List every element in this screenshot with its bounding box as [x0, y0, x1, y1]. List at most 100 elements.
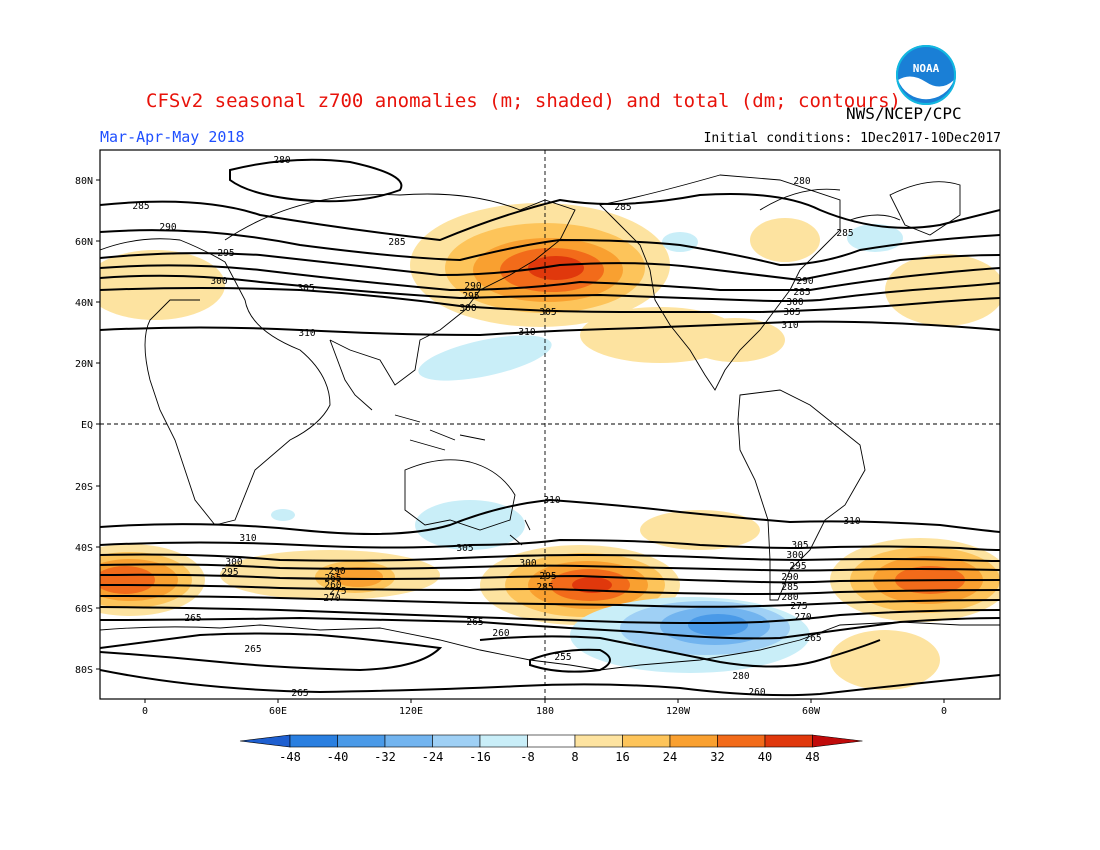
contour-label: 280	[781, 592, 798, 603]
colorbar-swatch	[479, 734, 528, 748]
contour-label: 305	[297, 283, 314, 294]
contour-label: 270	[323, 593, 340, 604]
lat-tick-label: 60S	[75, 604, 93, 615]
contour-label: 300	[519, 558, 536, 569]
colorbar-label: -8	[520, 750, 534, 764]
contour-label: 290	[159, 222, 176, 233]
colorbar-label: -32	[374, 750, 396, 764]
lat-tick-label: EQ	[81, 420, 93, 431]
noaa-logo: NOAA	[896, 45, 956, 105]
contour-label: 260	[324, 580, 341, 591]
lat-axis: 80N 60N 40N 20N EQ 20S 40S 60S 80S	[75, 176, 93, 676]
contour-label: 310	[843, 516, 860, 527]
initial-conditions-label: Initial conditions: 1Dec2017-10Dec2017	[703, 131, 1001, 146]
colorbar-label: -40	[327, 750, 349, 764]
colorbar-swatch	[622, 734, 671, 748]
lon-tick-label: 60E	[269, 706, 287, 717]
lat-tick-label: 20S	[75, 482, 93, 493]
colorbar-swatch	[764, 734, 813, 748]
colorbar-swatch	[527, 734, 576, 748]
colorbar-label: -48	[279, 750, 301, 764]
season-label: Mar-Apr-May 2018	[100, 128, 245, 146]
lat-tick-label: 80N	[75, 176, 93, 187]
colorbar-label: -24	[422, 750, 444, 764]
contour-label: 255	[554, 652, 571, 663]
contour-label: 280	[273, 155, 290, 166]
contour-label: 295	[789, 561, 806, 572]
contour-label: 260	[492, 628, 509, 639]
contour-label: 285	[836, 228, 853, 239]
colorbar-label: 16	[615, 750, 629, 764]
contour-label: 290	[781, 572, 798, 583]
colorbar-label: 48	[805, 750, 819, 764]
contour-label: 280	[793, 176, 810, 187]
contour-label: 265	[324, 573, 341, 584]
contour-label: 265	[244, 644, 261, 655]
lon-axis: 0 60E 120E 180 120W 60W 0	[142, 706, 947, 717]
contour-label: 310	[239, 533, 256, 544]
colorbar-label: -16	[469, 750, 491, 764]
contour-label: 285	[793, 287, 810, 298]
contour-label: 305	[791, 540, 808, 551]
colorbar-swatch	[574, 734, 623, 748]
contour-label: 310	[543, 495, 560, 506]
contour-label: 300	[210, 276, 227, 287]
contour-label: 295	[221, 567, 238, 578]
lon-tick-label: 0	[941, 706, 947, 717]
colorbar-label: 32	[710, 750, 724, 764]
contour-label: 290	[464, 281, 481, 292]
contour-label: 300	[786, 550, 803, 561]
lon-tick-label: 180	[536, 706, 554, 717]
contour-label: 305	[456, 543, 473, 554]
logo-text: NOAA	[913, 62, 940, 75]
map-frame	[99, 149, 1001, 700]
coastlines	[100, 174, 1000, 671]
colorbar-label: 24	[663, 750, 677, 764]
colorbar-swatch	[432, 734, 481, 748]
colorbar: -48 -40 -32 -24 -16 -8 8 16 24 32 40 48	[239, 734, 863, 764]
colorbar-arrow-right	[812, 734, 863, 748]
contour-labels: 280 285 290 295 300 305 310 285 290 295 …	[132, 155, 860, 699]
lat-tick-label: 40S	[75, 543, 93, 554]
contour-label: 260	[748, 687, 765, 698]
contour-label: 295	[462, 291, 479, 302]
contour-label: 265	[466, 617, 483, 628]
contour-label: 285	[536, 582, 553, 593]
contour-label: 285	[388, 237, 405, 248]
height-contours	[100, 158, 1000, 697]
lon-tick-label: 0	[142, 706, 148, 717]
contour-label: 300	[459, 303, 476, 314]
contour-label: 310	[781, 320, 798, 331]
contour-label: 275	[790, 601, 807, 612]
contour-label: 270	[794, 612, 811, 623]
contour-label: 280	[732, 671, 749, 682]
contour-label: 300	[786, 297, 803, 308]
colorbar-arrow-left	[239, 734, 291, 748]
contour-label: 300	[225, 557, 242, 568]
contour-label: 285	[781, 582, 798, 593]
lon-ticks	[144, 699, 945, 703]
contour-label: 305	[539, 307, 556, 318]
colorbar-label: 40	[758, 750, 772, 764]
lon-tick-label: 120E	[399, 706, 423, 717]
contour-label: 265	[184, 613, 201, 624]
lat-tick-label: 60N	[75, 237, 93, 248]
lat-ticks	[96, 179, 100, 670]
contour-label: 310	[518, 327, 535, 338]
lon-tick-label: 60W	[802, 706, 821, 717]
colorbar-swatch	[669, 734, 718, 748]
lat-tick-label: 80S	[75, 665, 93, 676]
contour-label: 290	[328, 566, 345, 577]
contour-label: 310	[298, 328, 315, 339]
colorbar-swatch	[289, 734, 338, 748]
contour-label: 265	[291, 688, 308, 699]
contour-label: 285	[132, 201, 149, 212]
colorbar-swatch	[384, 734, 433, 748]
contour-label: 265	[804, 633, 821, 644]
contour-label: 290	[796, 276, 813, 287]
contour-label: 305	[783, 307, 800, 318]
agency-label: NWS/NCEP/CPC	[846, 104, 962, 123]
lat-tick-label: 40N	[75, 298, 93, 309]
colorbar-swatch	[337, 734, 386, 748]
chart-title: CFSv2 seasonal z700 anomalies (m; shaded…	[146, 90, 901, 112]
